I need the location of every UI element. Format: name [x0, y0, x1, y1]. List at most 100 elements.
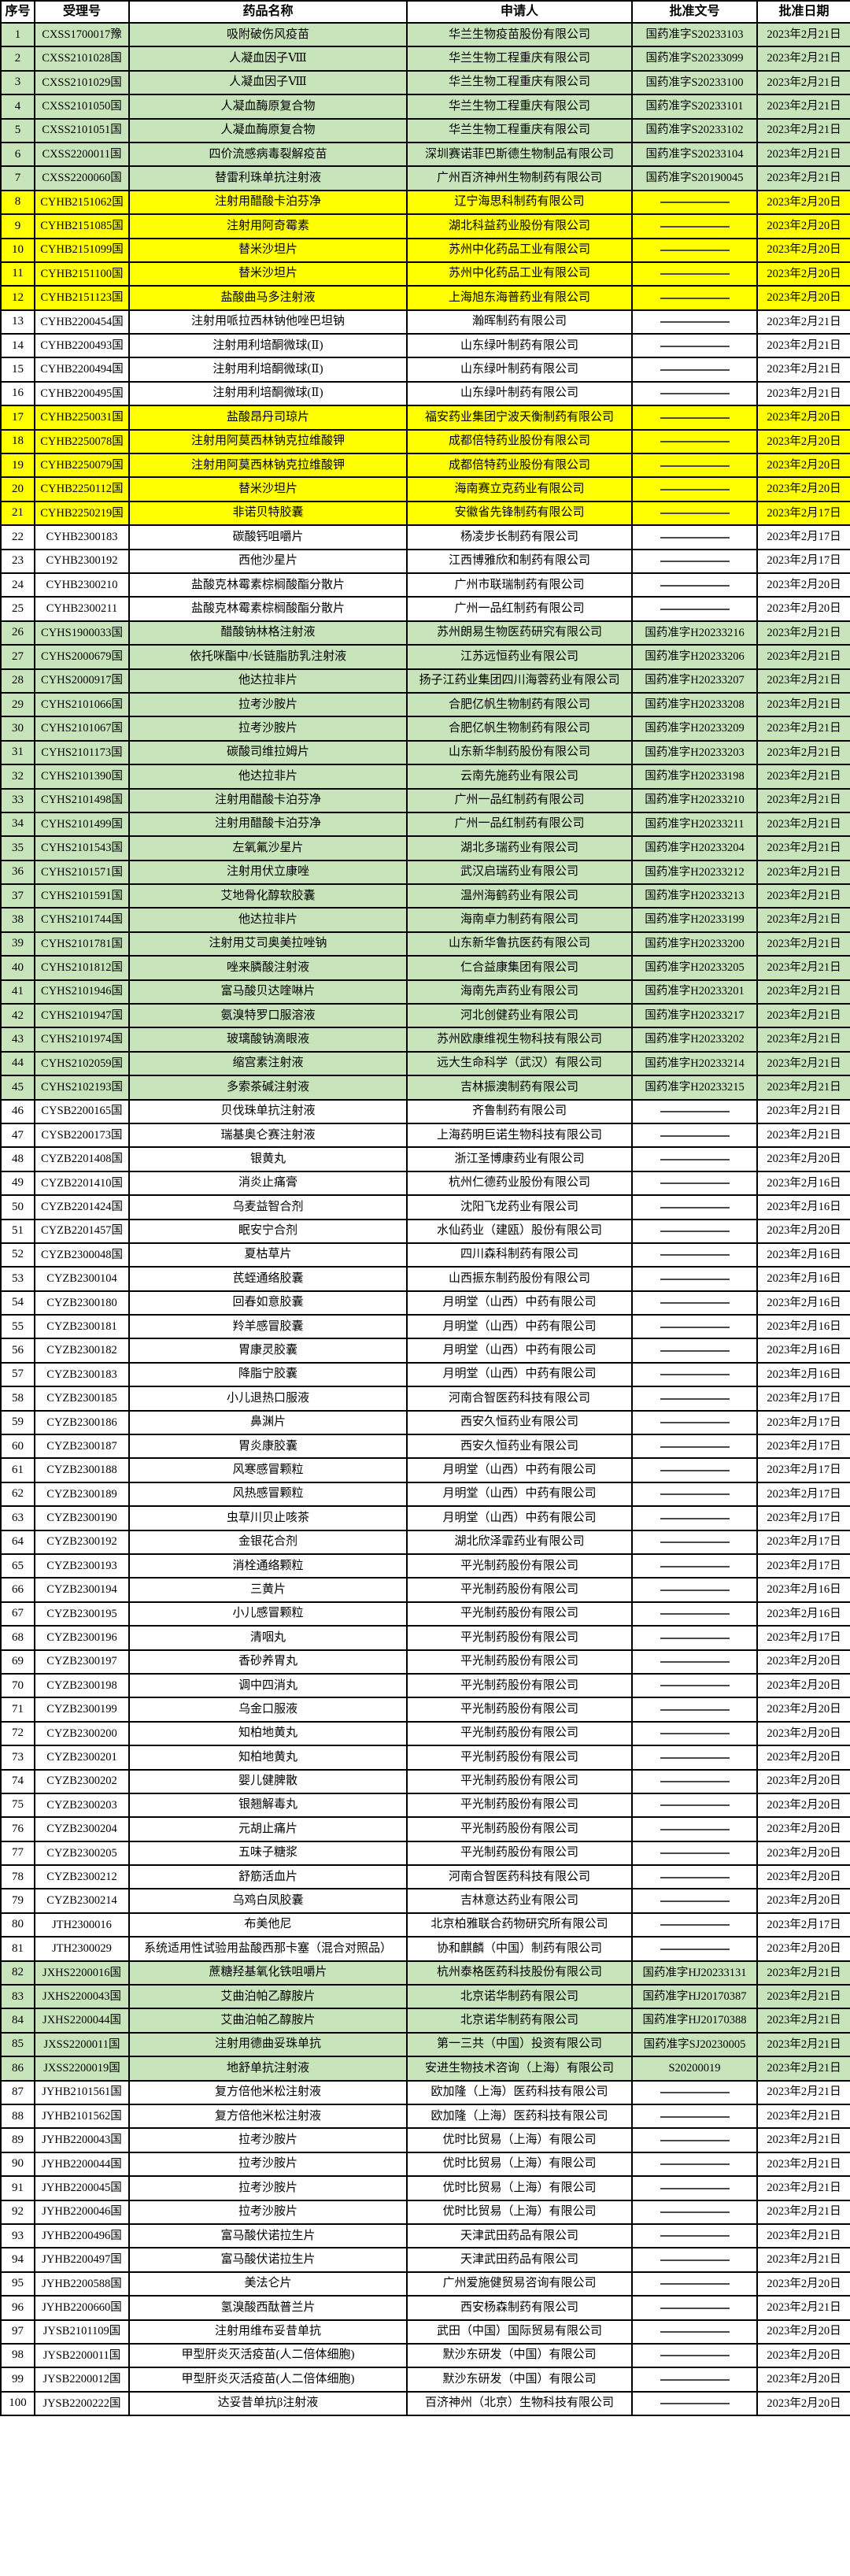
cell-applicant: 月明堂（山西）中药有限公司 [406, 1457, 633, 1483]
table-row: 87 JYHB2101561国 复方倍他米松注射液 欧加隆（上海）医药科技有限公司 20… [0, 2079, 850, 2105]
cell-applicant: 远大生命科学（武汉）有限公司 [406, 1050, 633, 1077]
table-row: 90 JYHB2200044国 拉考沙胺片 优时比贸易（上海）有限公司 2023年2月2… [0, 2151, 850, 2178]
cell-serial: 37 [0, 883, 35, 909]
table-row: 95 JYHB2200588国 美法仑片 广州爱施健贸易咨询有限公司 2023年2月20… [0, 2271, 850, 2297]
cell-serial: 9 [0, 213, 35, 239]
cell-serial: 33 [0, 787, 35, 813]
table-row: 53 CYZB2300104 芪蛭通络胶囊 山西振东制药股份有限公司 2023年2月16… [0, 1266, 850, 1292]
cell-serial: 80 [0, 1912, 35, 1938]
cell-approval-no [631, 2127, 758, 2153]
cell-applicant: 华兰生物工程重庆有限公司 [406, 94, 633, 120]
cell-applicant: 扬子江药业集团四川海蓉药业有限公司 [406, 668, 633, 694]
cell-approval-no: 国药准字HJ20170387 [631, 1984, 758, 2010]
cell-approval-no [631, 1361, 758, 1388]
cell-drug-name: 金银花合剂 [128, 1529, 408, 1556]
cell-applicant: 海南先声药业有限公司 [406, 979, 633, 1005]
table-row: 55 CYZB2300181 羚羊感冒胶囊 月明堂（山西）中药有限公司 2023年2月1… [0, 1314, 850, 1340]
table-row: 61 CYZB2300188 风寒感冒颗粒 月明堂（山西）中药有限公司 2023年2月1… [0, 1457, 850, 1483]
cell-serial: 70 [0, 1672, 35, 1699]
cell-drug-name: 左氧氟沙星片 [128, 835, 408, 861]
cell-approval-date: 2023年2月20日 [756, 2342, 850, 2369]
cell-approval-no [631, 2223, 758, 2249]
cell-acceptance-no: CXSS1700017豫 [34, 21, 130, 48]
cell-approval-no [631, 2319, 758, 2345]
cell-approval-no [631, 1625, 758, 1651]
no-approval-dash [660, 2259, 730, 2261]
table-row: 22 CYHB2300183 碳酸钙咀嚼片 杨凌步长制药有限公司 2023年2月17日 [0, 524, 850, 550]
cell-approval-no: 国药准字H20233217 [631, 1003, 758, 1029]
cell-approval-no [631, 1577, 758, 1603]
cell-approval-date: 2023年2月21日 [756, 46, 850, 72]
cell-acceptance-no: JYHB2200044国 [34, 2151, 130, 2178]
cell-drug-name: 甲型肝炎灭活疫苗(人二倍体细胞) [128, 2342, 408, 2369]
cell-approval-date: 2023年2月20日 [756, 1218, 850, 1244]
cell-serial: 63 [0, 1505, 35, 1531]
cell-approval-date: 2023年2月21日 [756, 2223, 850, 2249]
cell-serial: 71 [0, 1697, 35, 1723]
cell-serial: 79 [0, 1888, 35, 1914]
cell-applicant: 优时比贸易（上海）有限公司 [406, 2175, 633, 2201]
cell-approval-no: 国药准字H20233204 [631, 835, 758, 861]
table-row: 83 JXHS2200043国 艾曲泊帕乙醇胺片 北京诺华制药有限公司 国药准字HJ20… [0, 1984, 850, 2010]
cell-approval-date: 2023年2月21日 [756, 739, 850, 766]
cell-approval-no [631, 1098, 758, 1124]
cell-drug-name: 知柏地黄丸 [128, 1745, 408, 1771]
cell-acceptance-no: CYZB2300194 [34, 1577, 130, 1603]
cell-acceptance-no: CYZB2300187 [34, 1434, 130, 1460]
cell-approval-date: 2023年2月20日 [756, 261, 850, 287]
cell-serial: 12 [0, 285, 35, 311]
table-row: 78 CYZB2300212 舒筋活血片 河南合智医药科技有限公司 2023年2月20日 [0, 1864, 850, 1890]
cell-applicant: 吉林意达药业有限公司 [406, 1888, 633, 1914]
table-row: 86 JXSS2200019国 地舒单抗注射液 安进生物技术咨询（上海）有限公司 S20… [0, 2056, 850, 2082]
cell-serial: 75 [0, 1792, 35, 1819]
cell-serial: 15 [0, 357, 35, 383]
table-row: 26 CYHS1900033国 醋酸钠林格注射液 苏州朗易生物医药研究有限公司 国药准字… [0, 620, 850, 646]
cell-serial: 96 [0, 2295, 35, 2321]
table-row: 10 CYHB2151099国 替米沙坦片 苏州中化药品工业有限公司 2023年2月20… [0, 237, 850, 263]
cell-drug-name: 三黄片 [128, 1577, 408, 1603]
table-row: 70 CYZB2300198 调中四消丸 平光制药股份有限公司 2023年2月20日 [0, 1672, 850, 1699]
cell-approval-date: 2023年2月21日 [756, 2151, 850, 2178]
cell-drug-name: 他达拉非片 [128, 907, 408, 933]
cell-approval-date: 2023年2月21日 [756, 2056, 850, 2082]
cell-applicant: 平光制药股份有限公司 [406, 1577, 633, 1603]
cell-serial: 65 [0, 1553, 35, 1579]
cell-approval-no: 国药准字H20233203 [631, 739, 758, 766]
table-row: 67 CYZB2300195 小儿感冒颗粒 平光制药股份有限公司 2023年2月16日 [0, 1601, 850, 1627]
cell-approval-date: 2023年2月17日 [756, 1409, 850, 1436]
cell-serial: 28 [0, 668, 35, 694]
cell-serial: 97 [0, 2319, 35, 2345]
cell-approval-date: 2023年2月20日 [756, 1816, 850, 1842]
cell-approval-no [631, 2342, 758, 2369]
cell-serial: 94 [0, 2247, 35, 2273]
cell-approval-no: 国药准字H20233206 [631, 644, 758, 670]
cell-acceptance-no: CYZB2300185 [34, 1386, 130, 1412]
cell-applicant: 默沙东研发（中国）有限公司 [406, 2342, 633, 2369]
cell-applicant: 月明堂（山西）中药有限公司 [406, 1290, 633, 1316]
cell-approval-date: 2023年2月17日 [756, 1386, 850, 1412]
cell-acceptance-no: CYHS2101946国 [34, 979, 130, 1005]
cell-approval-no: 国药准字S20233101 [631, 94, 758, 120]
cell-approval-date: 2023年2月21日 [756, 2175, 850, 2201]
cell-serial: 78 [0, 1864, 35, 1890]
cell-approval-date: 2023年2月21日 [756, 117, 850, 143]
cell-acceptance-no: CYHS2000917国 [34, 668, 130, 694]
cell-approval-no [631, 1864, 758, 1890]
cell-approval-no [631, 1386, 758, 1412]
cell-approval-no [631, 1434, 758, 1460]
table-row: 9 CYHB2151085国 注射用阿奇霉素 湖北科益药业股份有限公司 2023年2月2… [0, 213, 850, 239]
cell-drug-name: 乌金口服液 [128, 1697, 408, 1723]
cell-drug-name: 注射用阿奇霉素 [128, 213, 408, 239]
cell-approval-no [631, 380, 758, 407]
cell-approval-no: 国药准字H20233214 [631, 1050, 758, 1077]
cell-serial: 23 [0, 548, 35, 574]
cell-approval-no [631, 1194, 758, 1220]
cell-serial: 58 [0, 1386, 35, 1412]
table-row: 19 CYHB2250079国 注射用阿莫西林钠克拉维酸钾 成都倍特药业股份有限公司 2… [0, 453, 850, 479]
cell-applicant: 优时比贸易（上海）有限公司 [406, 2199, 633, 2225]
table-row: 11 CYHB2151100国 替米沙坦片 苏州中化药品工业有限公司 2023年2月20… [0, 261, 850, 287]
cell-acceptance-no: CYHB2300210 [34, 572, 130, 598]
cell-acceptance-no: CYHS1900033国 [34, 620, 130, 646]
cell-applicant: 浙江圣博康药业有限公司 [406, 1146, 633, 1172]
no-approval-dash [660, 1756, 730, 1759]
